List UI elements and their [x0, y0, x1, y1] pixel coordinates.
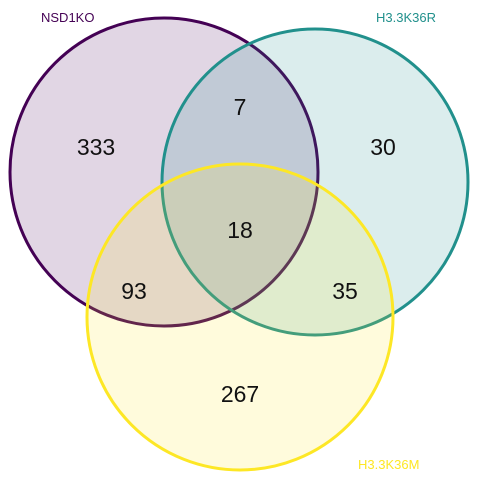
- count-nsd1ko-h33k36m: 93: [121, 278, 147, 304]
- count-h33k36r-only: 30: [370, 134, 396, 160]
- count-h33k36r-h33k36m: 35: [332, 278, 358, 304]
- set-label-h33k36m: H3.3K36M: [358, 457, 419, 472]
- set-circle-h33k36m: [85, 162, 395, 472]
- count-h33k36m-only: 267: [221, 381, 259, 407]
- count-nsd1ko-h33k36r: 7: [234, 94, 247, 120]
- venn-circles: [8, 16, 470, 472]
- set-label-h33k36r: H3.3K36R: [376, 10, 436, 25]
- region-counts: 333 30 267 7 93 35 18: [77, 94, 396, 407]
- count-all-three: 18: [227, 217, 253, 243]
- set-circle-nsd1ko: [8, 16, 320, 328]
- set-label-nsd1ko: NSD1KO: [41, 10, 94, 25]
- count-nsd1ko-only: 333: [77, 134, 115, 160]
- set-labels: NSD1KO H3.3K36R H3.3K36M: [41, 10, 436, 472]
